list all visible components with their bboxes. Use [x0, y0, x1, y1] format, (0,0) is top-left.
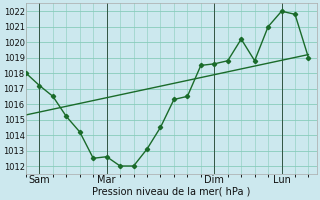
X-axis label: Pression niveau de la mer( hPa ): Pression niveau de la mer( hPa ) [92, 187, 251, 197]
